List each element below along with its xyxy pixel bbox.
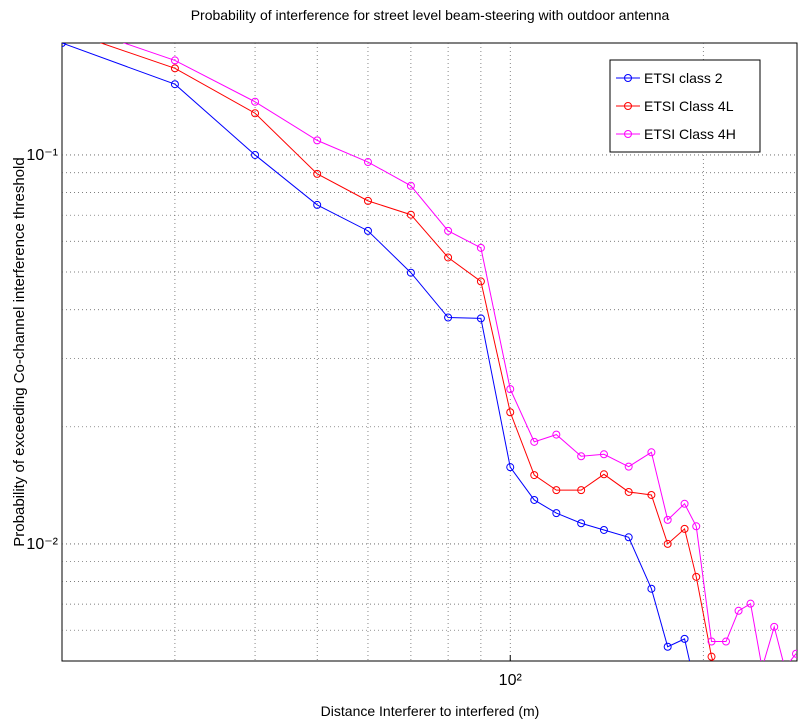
marker (692, 572, 701, 581)
marker (599, 450, 608, 459)
marker (552, 486, 561, 495)
marker (363, 196, 372, 205)
marker (59, 26, 66, 33)
marker (599, 470, 608, 479)
marker (663, 539, 672, 548)
x-tick-label: 10² (499, 672, 523, 689)
marker (313, 169, 322, 178)
x-axis-label: Distance Interferer to interfered (m) (321, 703, 540, 719)
marker (530, 471, 539, 480)
marker (759, 664, 766, 671)
marker (577, 486, 586, 495)
marker (707, 637, 716, 646)
plot-frame (61, 42, 798, 662)
legend-label: ETSI Class 4H (644, 126, 736, 142)
marker (692, 522, 701, 531)
legend-marker (624, 102, 632, 110)
marker (444, 226, 453, 235)
marker (723, 695, 730, 702)
marker (444, 253, 453, 262)
marker (251, 109, 260, 118)
marker (707, 652, 716, 661)
marker (170, 64, 179, 73)
marker (577, 519, 586, 528)
chart-title: Probability of interference for street l… (191, 7, 670, 23)
marker (663, 515, 672, 524)
legend-label: ETSI class 2 (644, 70, 723, 86)
marker (476, 277, 485, 286)
marker (363, 158, 372, 167)
marker (746, 599, 755, 608)
marker (577, 452, 586, 461)
marker (693, 687, 700, 694)
marker (624, 462, 633, 471)
marker (624, 533, 633, 542)
marker (251, 97, 260, 106)
marker (530, 437, 539, 446)
marker (506, 408, 515, 417)
marker (647, 490, 656, 499)
plot-area (59, 18, 797, 702)
marker (476, 314, 485, 323)
marker (170, 80, 179, 89)
legend-label: ETSI Class 4L (644, 98, 734, 114)
y-tick-label: 10⁻¹ (26, 147, 58, 164)
legend-marker (624, 74, 632, 82)
marker (663, 642, 672, 651)
marker (313, 136, 322, 145)
marker (59, 18, 66, 25)
marker (647, 584, 656, 593)
marker (781, 664, 788, 671)
series-line (62, 43, 691, 661)
legend-marker (624, 130, 632, 138)
marker (624, 487, 633, 496)
y-tick-label: 10⁻² (26, 536, 58, 553)
marker (722, 637, 731, 646)
marker (530, 495, 539, 504)
marker (251, 150, 260, 159)
marker (680, 499, 689, 508)
marker (406, 210, 415, 219)
marker (734, 606, 743, 615)
marker (506, 385, 515, 394)
marker (599, 525, 608, 534)
marker (680, 524, 689, 533)
marker (313, 200, 322, 209)
marker (170, 56, 179, 65)
marker (770, 622, 779, 631)
marker (647, 448, 656, 457)
marker (680, 634, 689, 643)
marker (552, 430, 561, 439)
marker (406, 181, 415, 190)
series-line (122, 43, 797, 661)
marker (406, 268, 415, 277)
marker (476, 243, 485, 252)
marker (792, 649, 797, 658)
marker (552, 509, 561, 518)
marker (363, 226, 372, 235)
y-axis-label: Probability of exceeding Co-channel inte… (11, 157, 28, 546)
marker (506, 463, 515, 472)
marker (444, 313, 453, 322)
